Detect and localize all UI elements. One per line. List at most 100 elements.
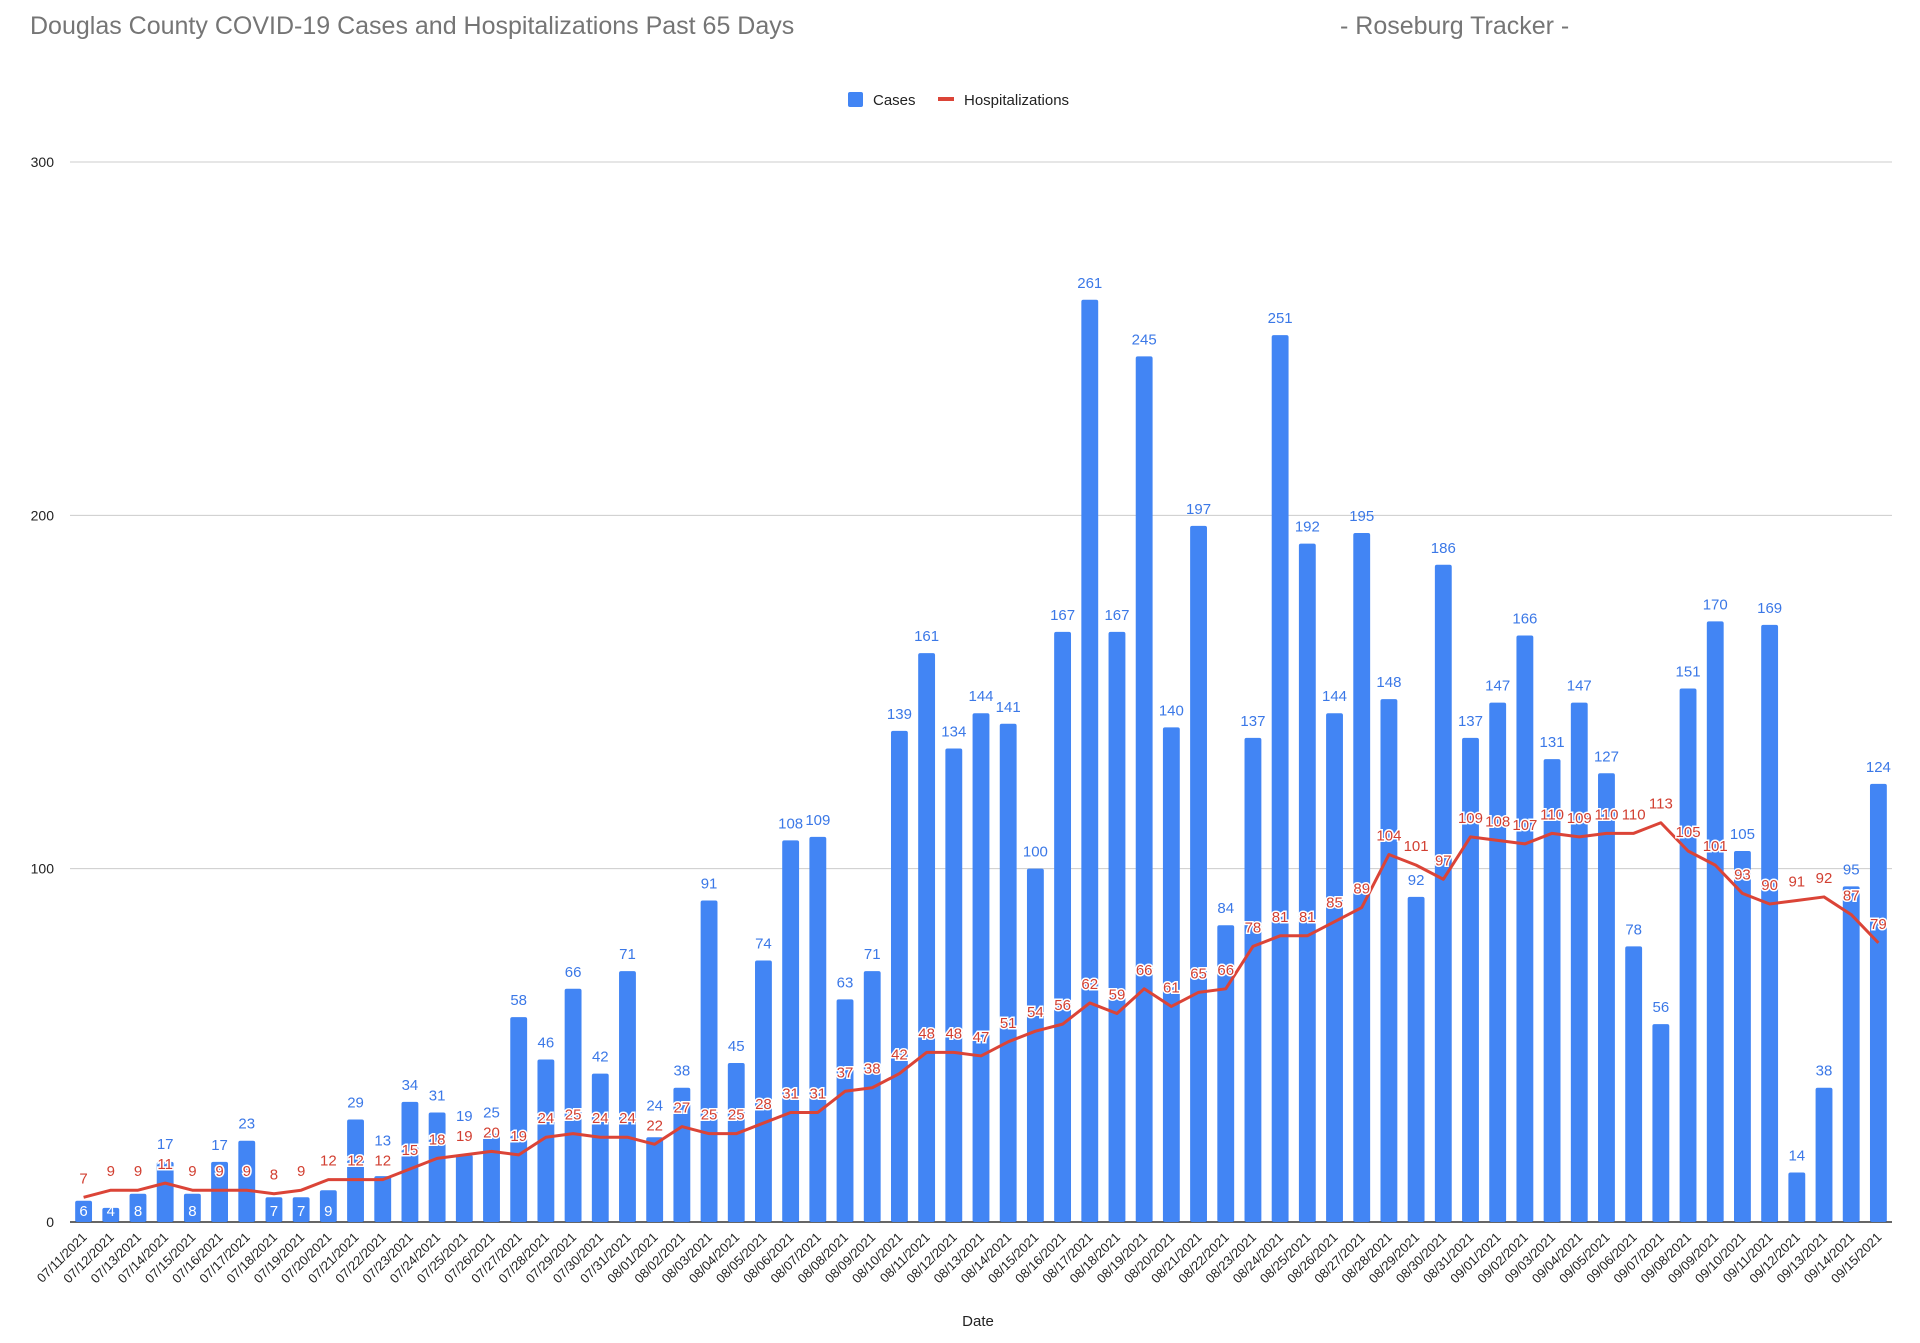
bar-cases — [1244, 737, 1262, 1222]
bar-cases — [1788, 1172, 1806, 1222]
bar-cases — [700, 900, 718, 1222]
legend: Cases Hospitalizations — [848, 92, 1069, 109]
bar-cases — [836, 999, 854, 1222]
data-label-cases: 34 — [402, 1077, 419, 1094]
y-tick-label: 0 — [46, 1214, 54, 1230]
data-label-hospitalizations: 78 — [1245, 919, 1262, 936]
bar-cases — [972, 713, 990, 1222]
data-label-cases: 14 — [1788, 1148, 1805, 1165]
data-label-hospitalizations: 91 — [1788, 873, 1805, 890]
data-label-cases: 29 — [347, 1095, 364, 1112]
data-label-hospitalizations: 81 — [1299, 909, 1316, 926]
data-label-cases: 134 — [941, 724, 966, 741]
data-label-hospitalizations: 12 — [347, 1153, 364, 1170]
bar-cases — [1489, 702, 1507, 1222]
legend-swatch-cases — [848, 92, 863, 107]
data-label-hospitalizations: 62 — [1081, 976, 1098, 993]
bar-cases — [510, 1017, 528, 1222]
data-label-hospitalizations: 42 — [891, 1047, 908, 1064]
data-label-hospitalizations: 25 — [701, 1107, 718, 1124]
data-label-cases: 71 — [619, 946, 636, 963]
data-label-hospitalizations: 24 — [538, 1110, 555, 1127]
data-label-cases: 186 — [1431, 540, 1456, 557]
data-label-hospitalizations: 59 — [1109, 987, 1126, 1004]
data-label-cases: 56 — [1653, 999, 1670, 1016]
data-label-cases: 71 — [864, 946, 881, 963]
data-label-hospitalizations: 109 — [1567, 810, 1592, 827]
data-label-hospitalizations: 105 — [1676, 824, 1701, 841]
bar-cases — [319, 1190, 337, 1222]
data-label-cases: 137 — [1240, 713, 1265, 730]
bar-cases — [292, 1197, 310, 1222]
data-label-hospitalizations: 19 — [510, 1128, 527, 1145]
bar-cases — [1271, 335, 1289, 1223]
data-label-cases: 63 — [837, 974, 854, 991]
bar-cases — [1298, 543, 1316, 1222]
bar-cases — [401, 1101, 419, 1222]
bar-cases — [1353, 533, 1371, 1222]
data-label-hospitalizations: 12 — [374, 1153, 391, 1170]
data-label-hospitalizations: 9 — [134, 1163, 142, 1180]
data-label-hospitalizations: 27 — [674, 1100, 691, 1117]
bar-cases — [238, 1140, 256, 1222]
data-label-hospitalizations: 66 — [1136, 962, 1153, 979]
data-label-hospitalizations: 104 — [1376, 828, 1401, 845]
bar-cases — [755, 960, 772, 1222]
legend-swatch-hospitalizations — [938, 97, 954, 101]
bar-cases — [890, 730, 908, 1222]
data-label-cases: 7 — [270, 1203, 278, 1220]
data-label-hospitalizations: 9 — [188, 1163, 196, 1180]
bar-cases — [1543, 759, 1561, 1222]
data-label-cases: 127 — [1594, 748, 1619, 765]
data-label-cases: 45 — [728, 1038, 745, 1055]
data-label-hospitalizations: 54 — [1027, 1004, 1044, 1021]
data-label-cases: 58 — [510, 992, 527, 1009]
data-label-cases: 139 — [887, 706, 912, 723]
legend-label-hospitalizations: Hospitalizations — [964, 92, 1069, 109]
bar-cases — [156, 1161, 174, 1222]
data-label-cases: 170 — [1703, 596, 1728, 613]
data-label-hospitalizations: 65 — [1190, 965, 1207, 982]
data-label-cases: 192 — [1295, 519, 1320, 536]
data-label-hospitalizations: 92 — [1816, 870, 1833, 887]
data-label-cases: 9 — [324, 1203, 332, 1220]
data-label-cases: 25 — [483, 1104, 500, 1121]
data-label-cases: 245 — [1132, 331, 1157, 348]
bar-cases — [1652, 1024, 1670, 1222]
data-label-hospitalizations: 101 — [1404, 838, 1429, 855]
legend-label-cases: Cases — [873, 92, 916, 109]
data-label-hospitalizations: 108 — [1485, 813, 1510, 830]
bar-cases — [1842, 886, 1860, 1222]
bar-cases — [1761, 624, 1779, 1222]
bar-cases — [129, 1193, 147, 1222]
bar-cases — [1108, 631, 1126, 1222]
data-label-hospitalizations: 47 — [973, 1029, 990, 1046]
data-label-cases: 251 — [1268, 310, 1293, 327]
bar-cases — [211, 1161, 228, 1222]
chart-subtitle: - Roseburg Tracker - — [1340, 12, 1570, 40]
bar-cases — [428, 1112, 446, 1222]
data-label-hospitalizations: 20 — [483, 1124, 500, 1141]
bar-cases — [183, 1193, 201, 1222]
data-label-hospitalizations: 25 — [728, 1107, 745, 1124]
data-label-hospitalizations: 113 — [1649, 796, 1673, 813]
data-label-hospitalizations: 81 — [1272, 909, 1289, 926]
bar-cases — [1190, 525, 1207, 1222]
bar-cases — [1625, 946, 1643, 1222]
data-label-hospitalizations: 110 — [1595, 806, 1619, 823]
bar-cases — [1217, 925, 1235, 1222]
data-label-cases: 166 — [1512, 610, 1537, 627]
data-label-hospitalizations: 9 — [243, 1163, 251, 1180]
bar-cases — [1734, 851, 1751, 1222]
bar-cases — [1570, 702, 1588, 1222]
data-label-hospitalizations: 85 — [1326, 895, 1343, 912]
bar-cases — [265, 1197, 283, 1222]
data-label-cases: 91 — [701, 875, 718, 892]
data-label-hospitalizations: 61 — [1163, 979, 1180, 996]
bar-cases — [347, 1119, 364, 1222]
data-label-cases: 38 — [674, 1063, 691, 1080]
bar-cases — [809, 836, 827, 1222]
data-label-cases: 100 — [1023, 844, 1048, 861]
data-label-cases: 197 — [1186, 501, 1211, 518]
